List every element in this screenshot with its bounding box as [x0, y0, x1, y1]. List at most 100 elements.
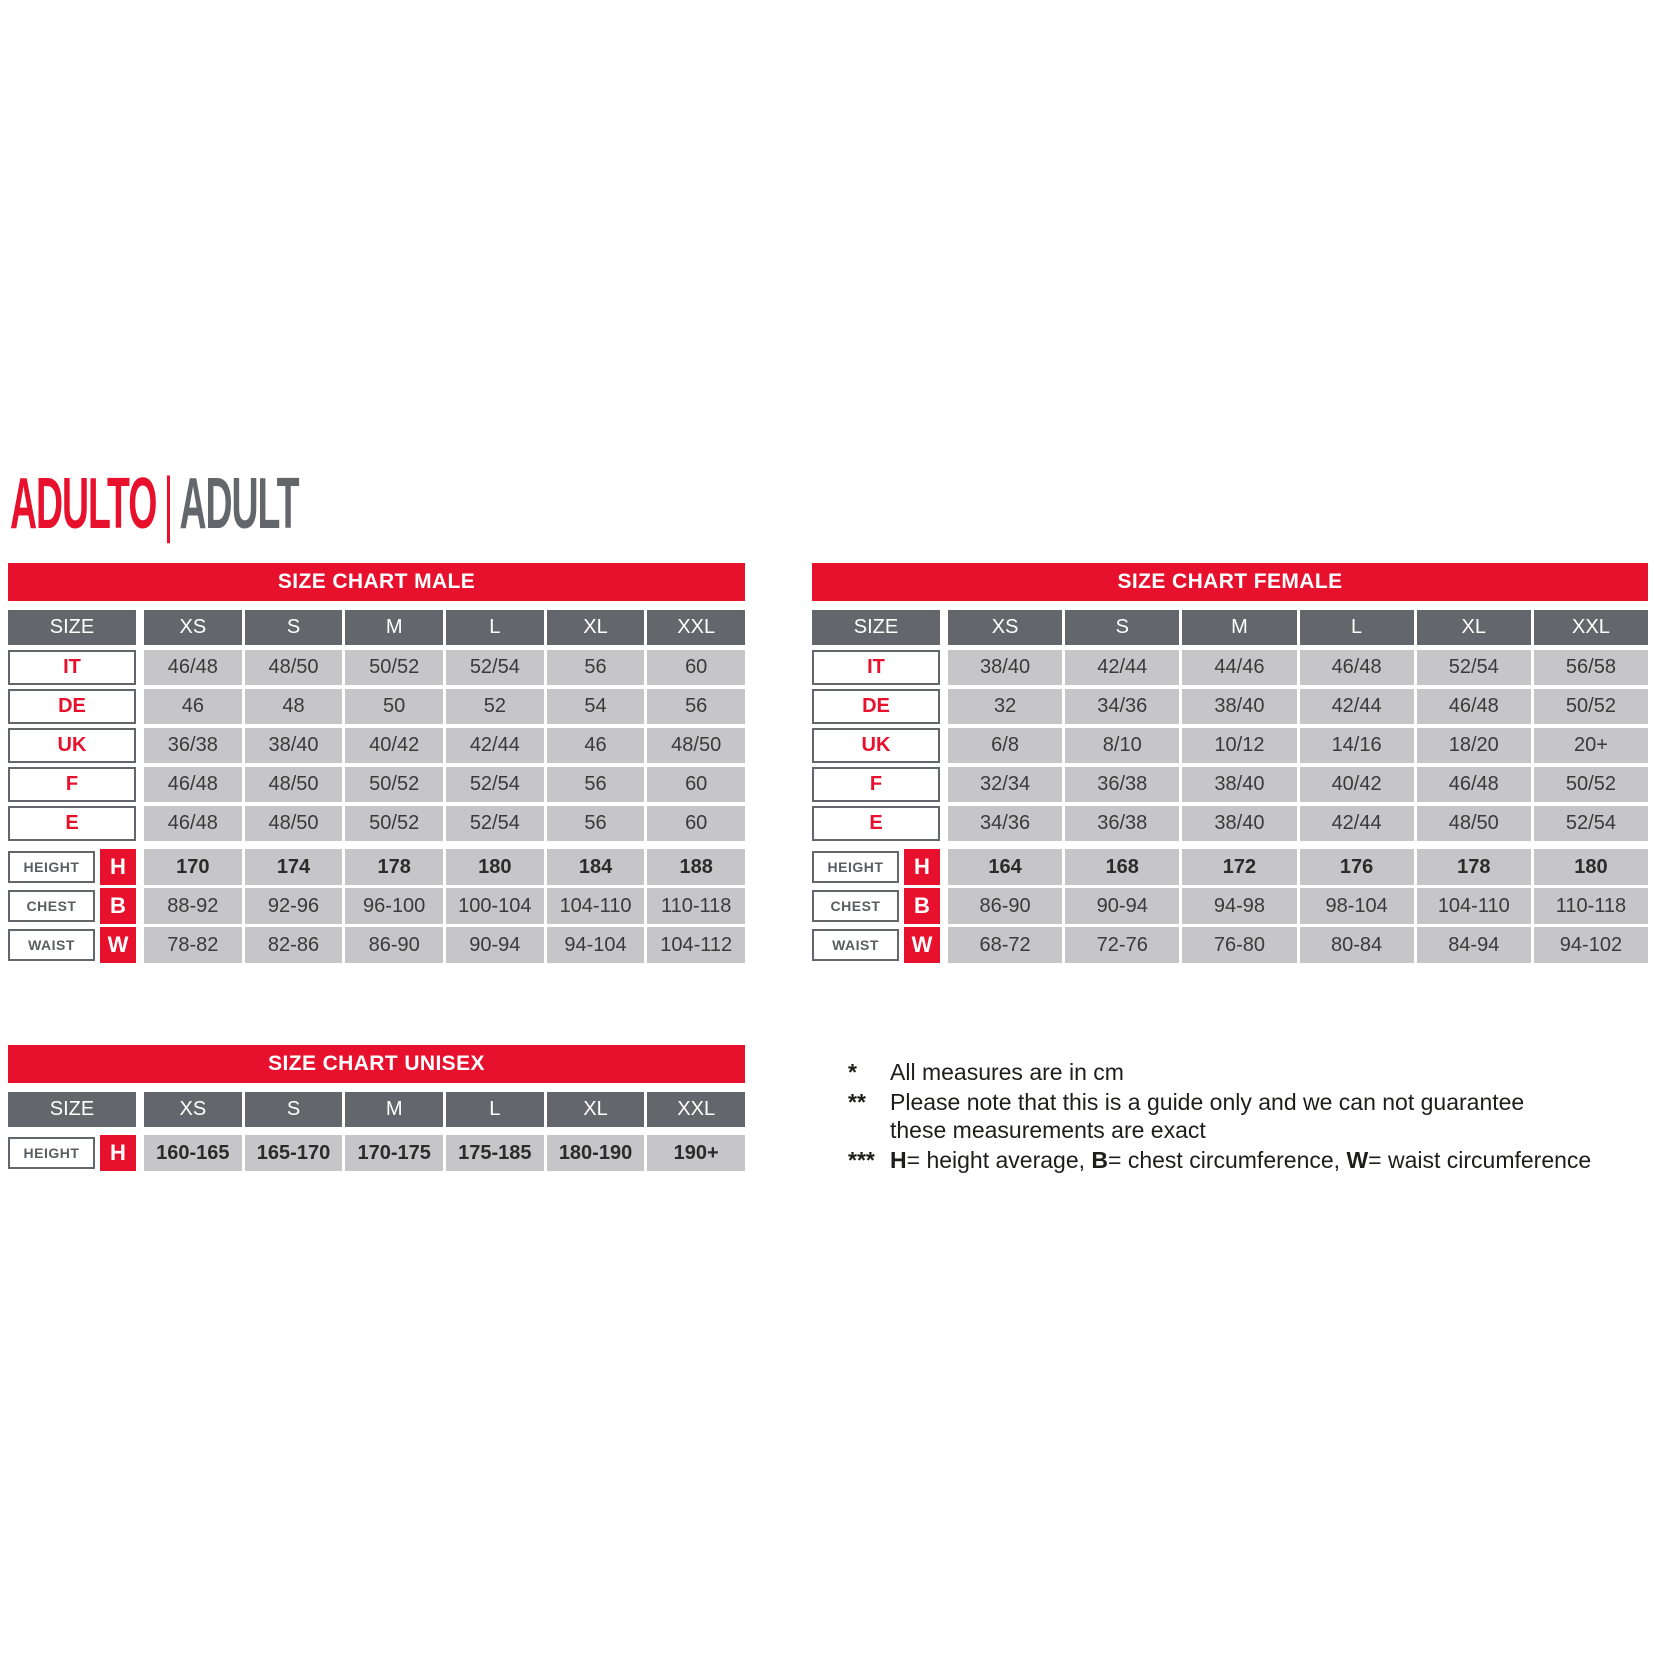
value-cell: 50/52: [345, 767, 444, 802]
measure-label-cell: WAIST: [8, 929, 95, 961]
footnote-text: All measures are in cm: [890, 1059, 1124, 1085]
measure-row-waist: WAIST W 78-82 82-86 86-90 90-94 94-104 104-112: [8, 927, 746, 963]
value-cell: 40/42: [1299, 767, 1414, 802]
value-cell: 164: [948, 849, 1063, 885]
value-cell: 42/44: [1299, 806, 1414, 841]
measure-row-waist: WAIST W 68-72 72-76 76-80 80-84 84-94 94-102: [812, 927, 1649, 963]
legend-h-desc: = height average,: [906, 1147, 1092, 1173]
value-cell: 82-86: [244, 927, 343, 963]
value-cell: 46: [144, 689, 242, 724]
size-row-de: DE 46 48 50 52 54 56: [8, 689, 746, 724]
measure-label-cell: HEIGHT: [8, 1137, 95, 1169]
footnote-measures-cm: * All measures are in cm: [848, 1058, 1648, 1086]
value-cell: 80-84: [1299, 927, 1414, 963]
value-cell: 90-94: [1065, 888, 1180, 924]
value-cell: 36/38: [144, 728, 242, 763]
value-cell: 42/44: [1065, 650, 1180, 685]
value-cell: 84-94: [1416, 927, 1531, 963]
value-cell: 104-110: [1416, 888, 1531, 924]
measure-badge: H: [100, 849, 136, 885]
measure-badge: W: [100, 927, 136, 963]
value-cell: 18/20: [1416, 728, 1531, 763]
value-cell: 46: [546, 728, 645, 763]
measure-label-slot: HEIGHT H: [8, 849, 136, 885]
column-header-cell-xxl: XXL: [1533, 610, 1649, 645]
value-cell: 50/52: [1533, 767, 1649, 802]
size-row-f: F 32/34 36/38 38/40 40/42 46/48 50/52: [812, 767, 1649, 802]
value-cell: 56: [546, 767, 645, 802]
value-cell: 32/34: [948, 767, 1063, 802]
legend-w-desc: = waist circumference: [1368, 1147, 1592, 1173]
value-cell: 100-104: [446, 888, 544, 924]
row-label-cell: UK: [8, 728, 136, 763]
value-cell: 92-96: [244, 888, 343, 924]
value-cell: 110-118: [1533, 888, 1649, 924]
value-cell: 52/54: [1533, 806, 1649, 841]
value-cell: 76-80: [1182, 927, 1297, 963]
measure-badge: B: [100, 888, 136, 924]
column-header-cell-xl: XL: [546, 1092, 645, 1127]
legend-h: H: [890, 1147, 907, 1173]
column-header-cell-s: S: [1065, 610, 1180, 645]
size-header-cell: SIZE: [812, 610, 940, 645]
value-cell: 44/46: [1182, 650, 1297, 685]
value-cell: 48/50: [244, 650, 343, 685]
value-cell: 60: [647, 767, 746, 802]
value-cell: 56: [546, 806, 645, 841]
row-label-slot: IT: [812, 650, 940, 685]
measure-label-slot: WAIST W: [8, 927, 136, 963]
column-header-cell-m: M: [345, 610, 444, 645]
value-cell: 46/48: [144, 767, 242, 802]
value-cell: 104-110: [546, 888, 645, 924]
size-row-f: F 46/48 48/50 50/52 52/54 56 60: [8, 767, 746, 802]
measure-row-chest: CHEST B 88-92 92-96 96-100 100-104 104-110 110-…: [8, 888, 746, 924]
column-header-cell-s: S: [244, 1092, 343, 1127]
value-cell: 10/12: [1182, 728, 1297, 763]
value-cell: 56: [647, 689, 746, 724]
column-header-cell-xl: XL: [546, 610, 645, 645]
size-row-it: IT 38/40 42/44 44/46 46/48 52/54 56/58: [812, 650, 1649, 685]
value-cell: 180: [1533, 849, 1649, 885]
value-cell: 52/54: [446, 650, 544, 685]
size-header-cell: SIZE: [8, 610, 136, 645]
row-label-slot: UK: [812, 728, 940, 763]
page-title: ADULTO | ADULT: [10, 468, 299, 540]
value-cell: 90-94: [446, 927, 544, 963]
value-cell: 72-76: [1065, 927, 1180, 963]
measure-badge: H: [100, 1135, 136, 1171]
row-label-cell: IT: [8, 650, 136, 685]
value-cell: 48/50: [244, 806, 343, 841]
value-cell: 86-90: [948, 888, 1063, 924]
legend-b: B: [1091, 1147, 1109, 1173]
column-header-cell-l: L: [446, 610, 544, 645]
value-cell: 20+: [1533, 728, 1649, 763]
measure-label-cell: CHEST: [812, 890, 899, 922]
size-chart-male-table: SIZE CHART MALE SIZE XS S M L XL XXL IT 46/48 48/5…: [8, 563, 746, 966]
value-cell: 68-72: [948, 927, 1063, 963]
value-cell: 38/40: [1182, 806, 1297, 841]
footnote-legend: *** H= height average, B= chest circumfe…: [848, 1146, 1648, 1174]
value-cell: 78-82: [144, 927, 242, 963]
value-cell: 94-98: [1182, 888, 1297, 924]
value-cell: 14/16: [1299, 728, 1414, 763]
value-cell: 190+: [647, 1135, 746, 1171]
size-row-uk: UK 36/38 38/40 40/42 42/44 46 48/50: [8, 728, 746, 763]
value-cell: 38/40: [1182, 767, 1297, 802]
row-label-slot: IT: [8, 650, 136, 685]
table-title-banner: SIZE CHART FEMALE: [812, 563, 1648, 601]
page-title-secondary: ADULT: [179, 464, 300, 544]
row-label-slot: F: [812, 767, 940, 802]
size-row-it: IT 46/48 48/50 50/52 52/54 56 60: [8, 650, 746, 685]
size-header-slot: SIZE: [8, 1092, 136, 1127]
measure-badge: H: [904, 849, 940, 885]
value-cell: 175-185: [446, 1135, 544, 1171]
measure-label-cell: WAIST: [812, 929, 899, 961]
size-row-e: E 34/36 36/38 38/40 42/44 48/50 52/54: [812, 806, 1649, 841]
value-cell: 32: [948, 689, 1063, 724]
measure-label-slot: WAIST W: [812, 927, 940, 963]
row-label-cell: DE: [812, 689, 940, 724]
measure-badge: B: [904, 888, 940, 924]
value-cell: 34/36: [948, 806, 1063, 841]
value-cell: 160-165: [144, 1135, 242, 1171]
